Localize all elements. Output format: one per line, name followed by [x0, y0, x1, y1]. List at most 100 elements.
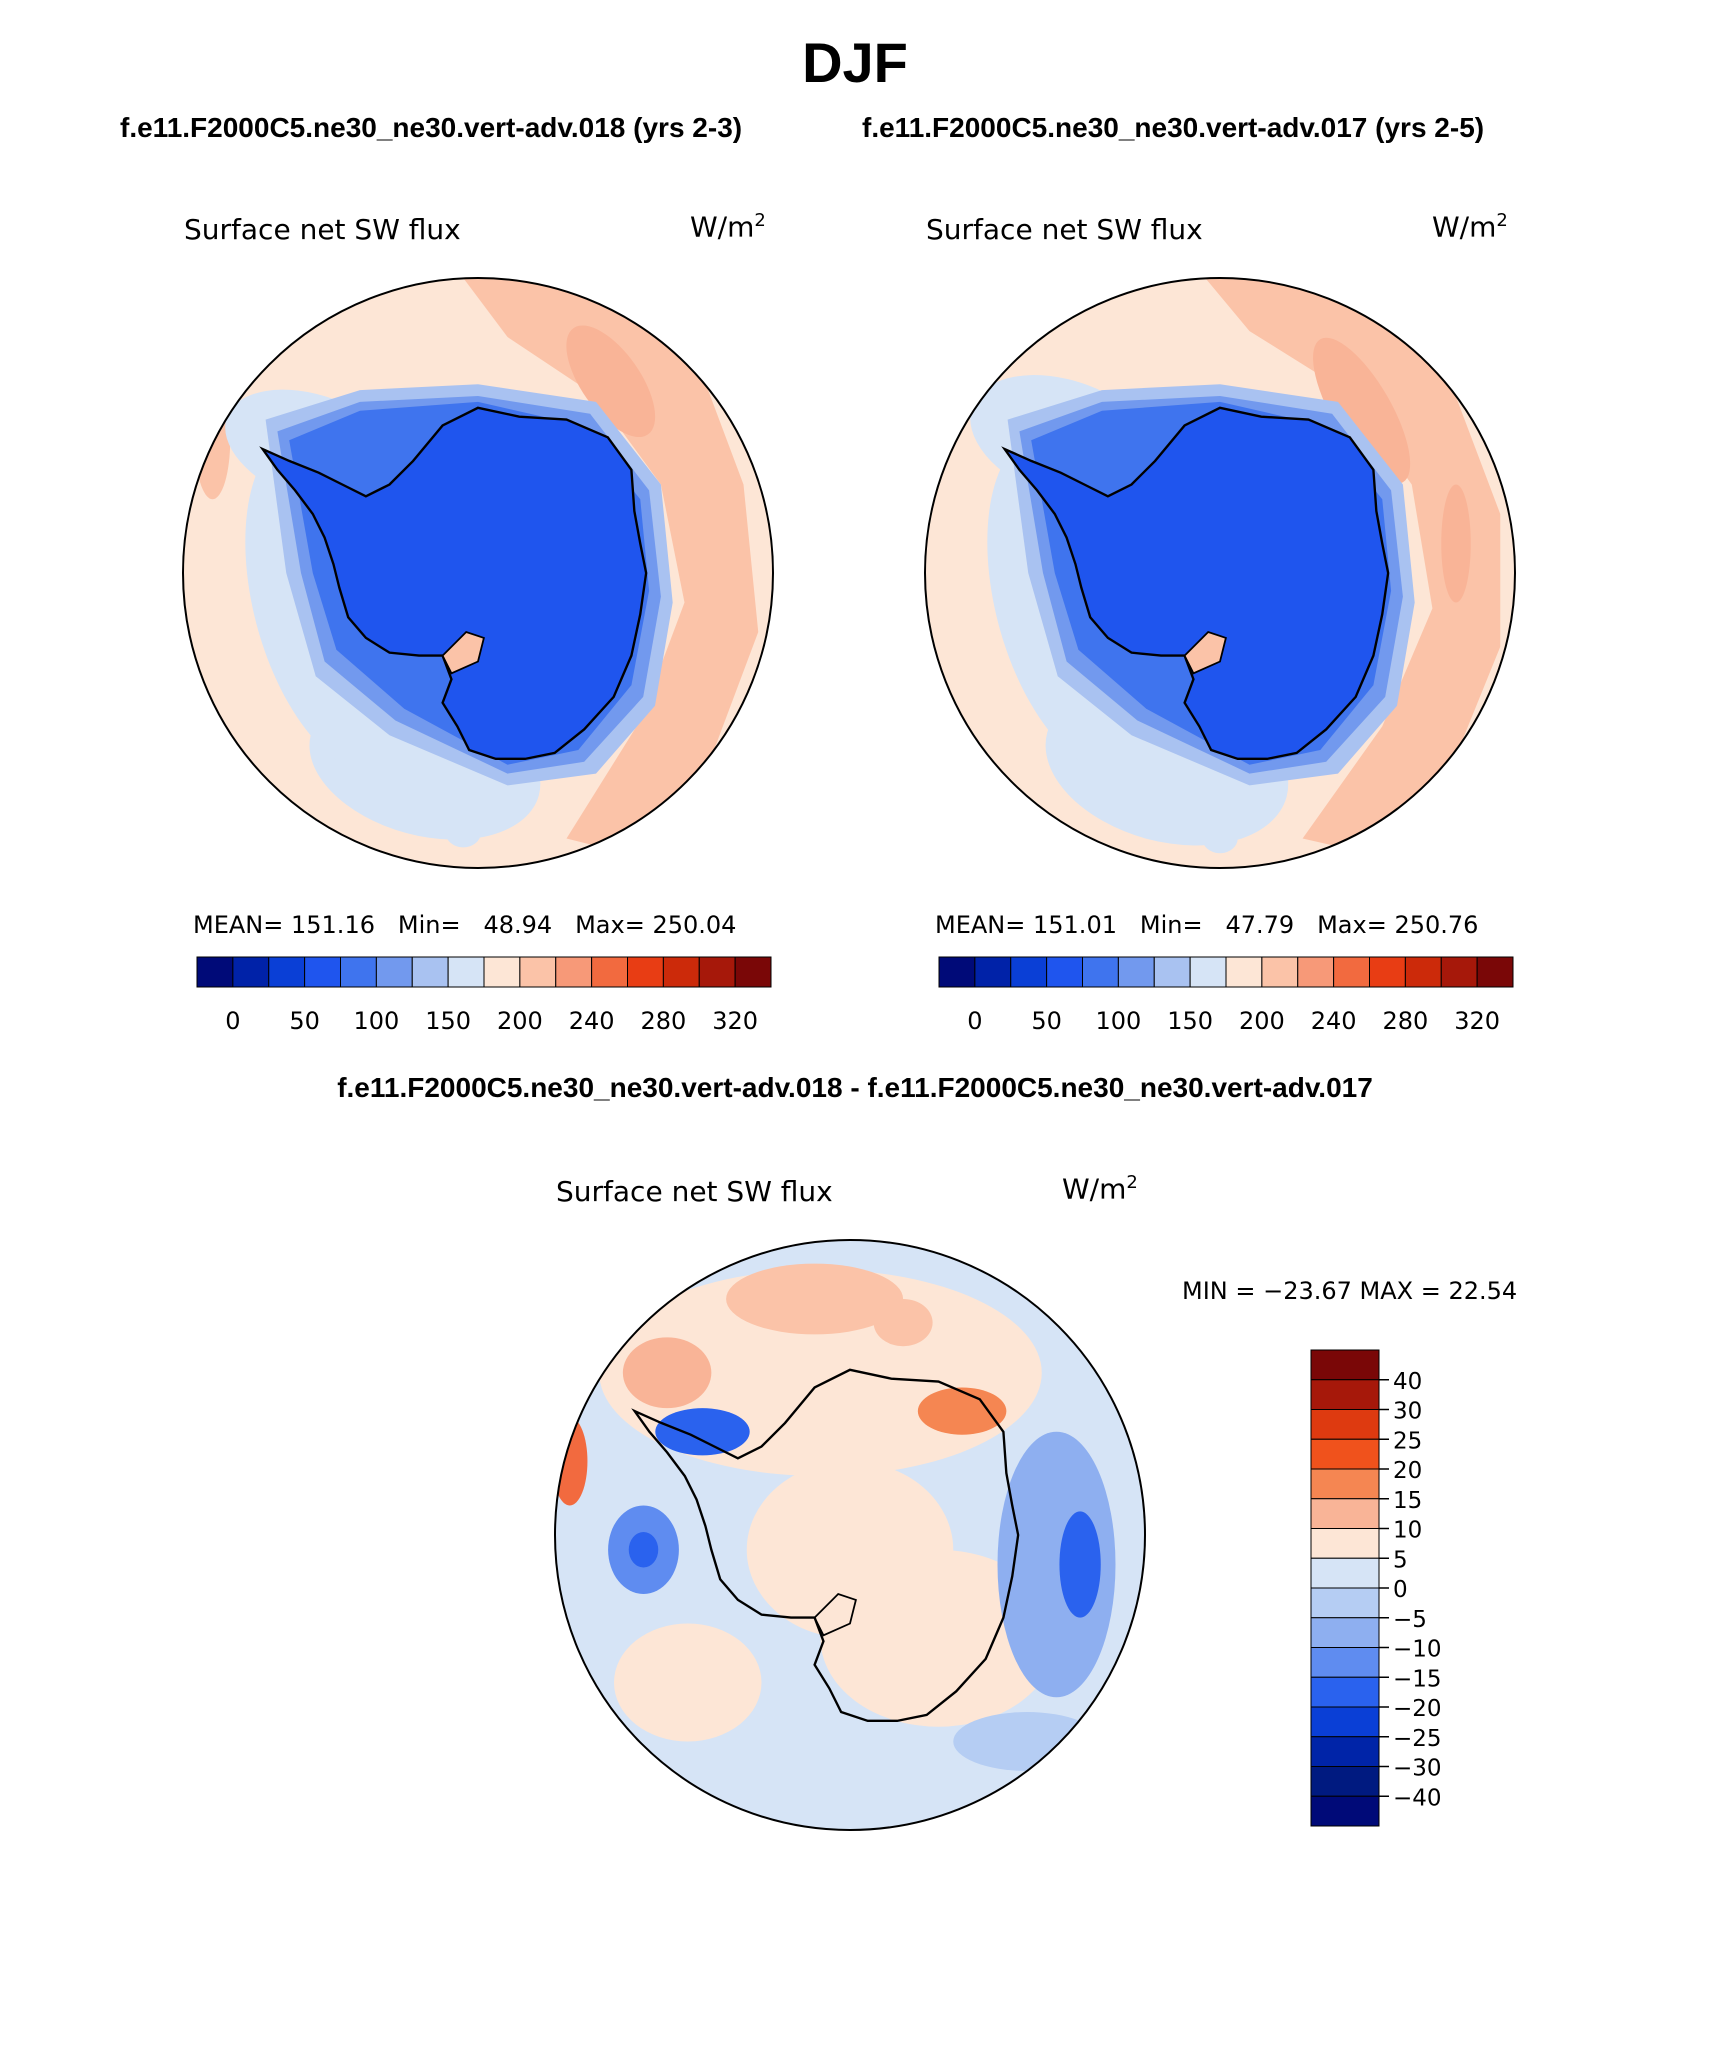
- panel2-map-border: [924, 277, 1516, 869]
- panel3-colorbar-cell: [1310, 1349, 1380, 1381]
- panel1-colorbar-cell: [196, 956, 234, 988]
- difference-title: f.e11.F2000C5.ne30_ne30.vert-adv.018 - f…: [337, 1072, 1373, 1103]
- panel3-colorbar-cell: [1310, 1498, 1380, 1529]
- panel1-colorbar-tick-label: 200: [497, 1007, 543, 1035]
- panel2-max-label: Max=: [1317, 911, 1387, 939]
- panel2-colorbar-cell: [1225, 956, 1263, 988]
- panel1-colorbar-cell: [591, 956, 628, 988]
- panel2-map: [925, 278, 1515, 868]
- panel2-colorbar-cell: [1440, 956, 1478, 988]
- panel1-colorbar-cell: [555, 956, 593, 988]
- panel3-map: [555, 1240, 1145, 1830]
- panel2-variable-label: Surface net SW flux: [926, 213, 1203, 246]
- panel2-colorbar-cell: [1404, 956, 1442, 988]
- panel2-mean-value: 151.01: [1033, 911, 1117, 939]
- panel2-colorbar-cell: [1082, 956, 1119, 988]
- panel1-map: [183, 278, 773, 868]
- panel3-colorbar-tick-label: −10: [1393, 1637, 1442, 1663]
- panel2-colorbar-cell: [1153, 956, 1191, 988]
- panel3-colorbar-tick-label: −20: [1393, 1696, 1442, 1722]
- panel2-colorbar-cell: [974, 956, 1012, 988]
- panel1-map-border: [182, 277, 774, 869]
- panel1-colorbar-cell: [447, 956, 485, 988]
- panel3-colorbar-cell: [1310, 1617, 1380, 1648]
- panel3-colorbar-tick-label: 15: [1393, 1488, 1422, 1514]
- panel3-colorbar-tick-label: 10: [1393, 1518, 1422, 1544]
- panel2-max-value: 250.76: [1394, 911, 1479, 939]
- panel2-min-label: Min=: [1139, 911, 1203, 939]
- panel2-colorbar-cell: [1476, 956, 1514, 988]
- panel2-min-value: 47.79: [1225, 911, 1295, 939]
- panel2-colorbar-cell: [1189, 956, 1227, 988]
- panel3-colorbar-cell: [1310, 1528, 1380, 1559]
- panel2-units-label: W/m2: [1432, 210, 1508, 244]
- panel2-colorbar-cell: [1297, 956, 1335, 988]
- panel2-colorbar-cell: [1369, 956, 1406, 988]
- panel1-colorbar-cell: [519, 956, 557, 988]
- panel2-colorbar-tick-label: 50: [1031, 1007, 1062, 1035]
- panel3-colorbar-tick-label: −40: [1393, 1785, 1442, 1811]
- figure-title: DJF: [802, 31, 908, 94]
- panel2-colorbar-cell: [1261, 956, 1299, 988]
- case2-title: f.e11.F2000C5.ne30_ne30.vert-adv.017 (yr…: [862, 112, 1485, 143]
- panel1-colorbar-cell: [375, 956, 413, 988]
- panel2-colorbar-tick-label: 320: [1454, 1007, 1500, 1035]
- panel2-mean-label: MEAN=: [935, 911, 1026, 939]
- panel1-colorbar-cell: [627, 956, 664, 988]
- panel3-colorbar-cell: [1310, 1676, 1380, 1708]
- panel1-colorbar-tick-label: 150: [425, 1007, 471, 1035]
- panel3-colorbar-tick-label: −15: [1393, 1666, 1442, 1692]
- panel1-colorbar-cell: [734, 956, 772, 988]
- panel1-units-label: W/m2: [690, 210, 766, 244]
- panel3-colorbar-tick-label: 30: [1393, 1399, 1422, 1425]
- panel1-min-label: Min=: [397, 911, 461, 939]
- panel1-colorbar-cell: [340, 956, 377, 988]
- panel1-colorbar-cell: [304, 956, 341, 988]
- panel2-colorbar-tick-label: 150: [1167, 1007, 1213, 1035]
- panel1-colorbar-cell: [483, 956, 521, 988]
- panel1-max-label: Max=: [575, 911, 645, 939]
- panel2-stats: MEAN= 151.01 Min= 47.79 Max= 250.76: [935, 911, 1478, 939]
- panel3-variable-label: Surface net SW flux: [556, 1175, 833, 1208]
- case1-title: f.e11.F2000C5.ne30_ne30.vert-adv.018 (yr…: [120, 112, 743, 143]
- panel3-colorbar-tick-label: 25: [1393, 1428, 1422, 1454]
- panel1-stats: MEAN= 151.16 Min= 48.94 Max= 250.04: [193, 911, 736, 939]
- panel2-colorbar-tick-label: 200: [1239, 1007, 1285, 1035]
- panel1-mean-value: 151.16: [291, 911, 375, 939]
- panel2-colorbar-tick-label: 0: [967, 1007, 982, 1035]
- panel3-colorbar: 40 30 25 20 15 10 5 0 −5 −10 −15 −20 −25 −30 −40: [1310, 1349, 1442, 1827]
- panel1-colorbar-cell: [662, 956, 700, 988]
- panel1-colorbar-tick-label: 240: [569, 1007, 615, 1035]
- panel3-colorbar-cell: [1310, 1647, 1380, 1678]
- panel2-colorbar-cell: [1046, 956, 1083, 988]
- panel1-colorbar-cell: [268, 956, 306, 988]
- panel2-colorbar: 0 50 100 150 200 240 280 320: [938, 956, 1514, 1035]
- panel1-colorbar-cell: [698, 956, 736, 988]
- panel3-colorbar-cell: [1310, 1736, 1380, 1767]
- panel3-colorbar-cell: [1310, 1766, 1380, 1797]
- panel3-colorbar-tick-label: 0: [1393, 1577, 1408, 1603]
- panel1-min-value: 48.94: [483, 911, 553, 939]
- panel3-colorbar-tick-label: −30: [1393, 1756, 1442, 1782]
- panel3-colorbar-cell: [1310, 1587, 1380, 1619]
- panel1-max-value: 250.04: [652, 911, 737, 939]
- panel1-colorbar: 0 50 100 150 200 240 280 320: [196, 956, 772, 1035]
- panel2-colorbar-cell: [1010, 956, 1048, 988]
- panel3-colorbar-tick-label: 20: [1393, 1458, 1422, 1484]
- panel3-colorbar-tick-label: −5: [1393, 1607, 1427, 1633]
- panel2-colorbar-tick-label: 100: [1095, 1007, 1141, 1035]
- panel1-variable-label: Surface net SW flux: [184, 213, 461, 246]
- panel3-colorbar-tick-label: −25: [1393, 1726, 1442, 1752]
- panel3-minmax: MIN = −23.67 MAX = 22.54: [1182, 1277, 1518, 1305]
- panel2-colorbar-tick-label: 280: [1382, 1007, 1428, 1035]
- panel3-colorbar-cell: [1310, 1468, 1380, 1500]
- panel3-colorbar-cell: [1310, 1706, 1380, 1738]
- panel3-map-border: [554, 1239, 1146, 1831]
- panel2-colorbar-cell: [1117, 956, 1155, 988]
- panel2-colorbar-cell: [1333, 956, 1370, 988]
- panel3-units-label: W/m2: [1062, 1172, 1138, 1206]
- panel3-colorbar-tick-label: 5: [1393, 1547, 1408, 1573]
- panel3-colorbar-cell: [1310, 1379, 1380, 1410]
- panel3-colorbar-cell: [1310, 1409, 1380, 1440]
